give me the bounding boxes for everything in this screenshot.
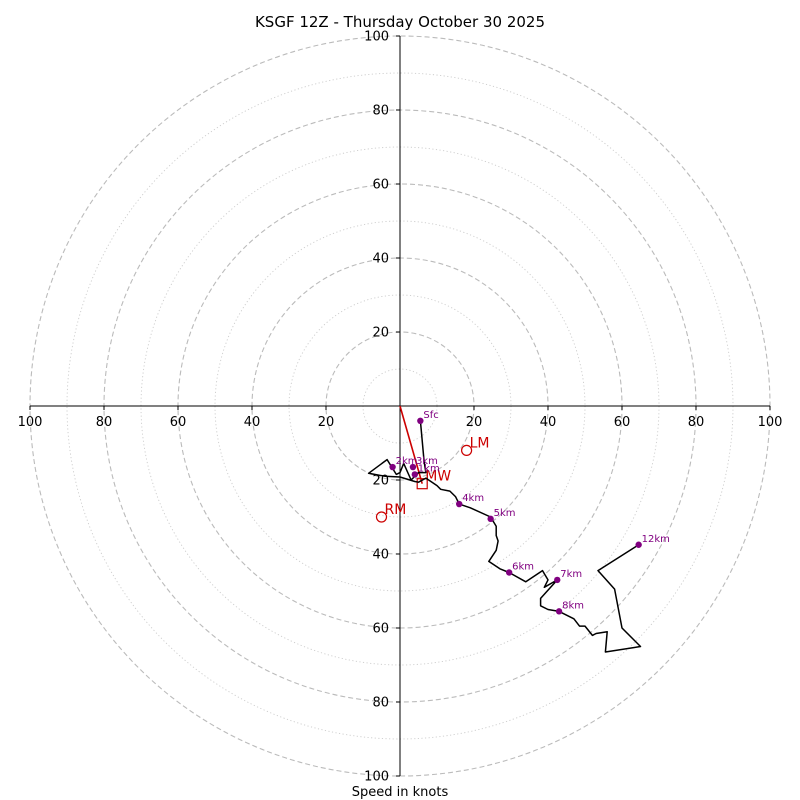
height-marker-3km — [409, 463, 417, 471]
height-label-2km: 2km — [396, 456, 418, 467]
x-tick-label-m40: 40 — [244, 415, 261, 430]
height-marker-5km — [487, 515, 494, 523]
mean-wind-marker — [416, 478, 428, 490]
height-label-7km: 7km — [560, 569, 582, 580]
x-tick-label-60: 60 — [614, 415, 631, 430]
height-marker-12km — [635, 541, 642, 548]
y-tick-label-m80: 80 — [372, 696, 389, 711]
y-tick-label-40: 40 — [372, 252, 389, 267]
x-axis-label: Speed in knots — [352, 785, 449, 800]
height-label-sfc: Sfc — [423, 410, 438, 421]
y-tick-label-60: 60 — [372, 178, 389, 193]
height-label-8km: 8km — [562, 600, 584, 611]
height-marker-1km — [411, 471, 418, 478]
storm-motion-layer: MW LM RM — [375, 405, 490, 523]
right-mover-label: RM — [385, 502, 407, 518]
x-tick-label-40: 40 — [540, 415, 557, 430]
mean-wind-label: MW — [425, 469, 451, 485]
height-marker-8km — [555, 608, 563, 615]
right-mover-marker — [375, 511, 388, 523]
storm-motion-vector — [399, 405, 423, 484]
left-mover-label: LM — [470, 435, 490, 451]
x-tick-label-m80: 80 — [96, 415, 113, 430]
y-tick-label-m100: 100 — [364, 770, 389, 785]
y-tick-label-100: 100 — [364, 30, 389, 45]
x-tick-label-m60: 60 — [170, 415, 187, 430]
x-tick-label-m100: 100 — [18, 415, 43, 430]
y-tick-label-20: 20 — [372, 326, 389, 341]
height-marker-6km — [505, 569, 513, 576]
chart-title: KSGF 12Z - Thursday October 30 2025 — [255, 13, 545, 31]
hodograph-ticks: 100 100 80 80 60 60 40 40 20 20 20 20 40 40 60 60 80 80 10… — [18, 30, 783, 785]
height-marker-4km — [456, 500, 463, 508]
height-marker-7km — [554, 576, 561, 584]
height-label-1km: 1km — [418, 463, 440, 474]
height-label-3km: 3km — [416, 456, 438, 467]
height-label-6km: 6km — [512, 562, 534, 573]
height-marker-2km — [389, 463, 396, 471]
height-label-5km: 5km — [494, 508, 516, 519]
y-tick-label-m60: 60 — [372, 622, 389, 637]
x-tick-label-80: 80 — [688, 415, 705, 430]
y-tick-label-m20: 20 — [372, 474, 389, 489]
left-mover-marker — [461, 444, 473, 456]
height-marker-sfc — [417, 417, 424, 424]
x-tick-label-m20: 20 — [318, 415, 335, 430]
height-label-4km: 4km — [462, 493, 484, 504]
x-tick-label-100: 100 — [758, 415, 783, 430]
y-tick-label-m40: 40 — [372, 548, 389, 563]
x-tick-label-20: 20 — [466, 415, 483, 430]
height-label-12km: 12km — [642, 534, 670, 545]
y-tick-label-80: 80 — [372, 104, 389, 119]
